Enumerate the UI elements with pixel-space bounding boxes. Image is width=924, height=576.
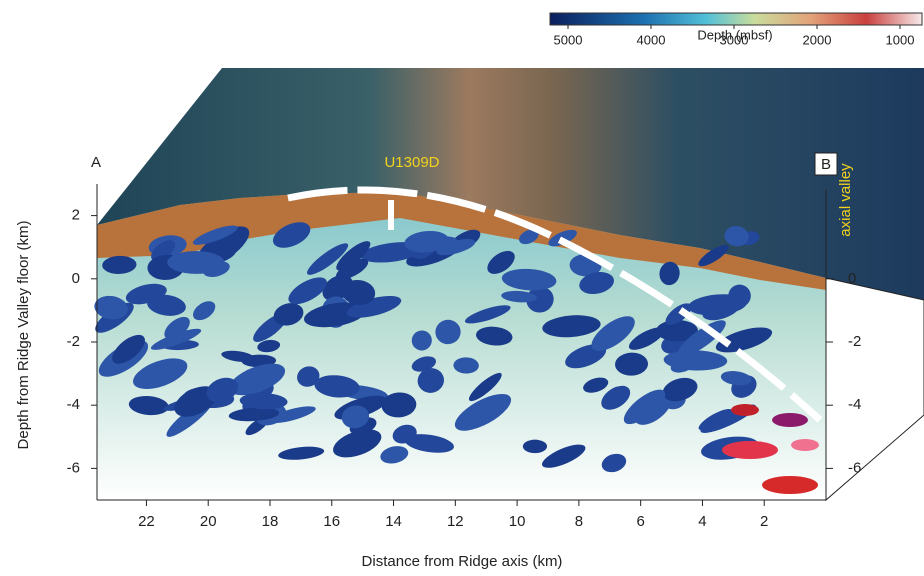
x-tick-label: 22 xyxy=(138,513,155,530)
x-tick-label: 12 xyxy=(447,513,464,530)
colorbar-tick-label: 4000 xyxy=(637,32,666,47)
x-tick-label: 6 xyxy=(636,513,644,530)
x-tick-label: 18 xyxy=(262,513,279,530)
y-tick-label: 0 xyxy=(72,270,80,287)
right-tick-label: -4 xyxy=(848,396,861,413)
x-tick-label: 4 xyxy=(698,513,706,530)
colorbar xyxy=(550,13,922,25)
melt-body xyxy=(791,439,819,451)
y-tick-label: -2 xyxy=(67,333,80,350)
site-label: U1309D xyxy=(384,154,439,171)
block-side xyxy=(826,278,924,500)
right-tick-label: -6 xyxy=(848,459,861,476)
colorbar-tick-label: 1000 xyxy=(886,32,915,47)
x-tick-label: 20 xyxy=(200,513,217,530)
melt-body xyxy=(762,476,818,494)
label-a: A xyxy=(91,154,101,171)
x-tick-label: 8 xyxy=(575,513,583,530)
right-tick-label: -2 xyxy=(848,333,861,350)
x-tick-label: 10 xyxy=(509,513,526,530)
label-b: B xyxy=(821,156,831,173)
x-axis-label: Distance from Ridge axis (km) xyxy=(362,553,563,570)
valley-label: axial valley xyxy=(837,163,854,237)
colorbar-tick-label: 3000 xyxy=(720,32,749,47)
gabbro-body xyxy=(523,440,547,453)
melt-body xyxy=(722,441,778,459)
y-tick-label: -4 xyxy=(67,396,80,413)
x-tick-label: 16 xyxy=(323,513,340,530)
colorbar-tick-label: 5000 xyxy=(554,32,583,47)
y-axis-label: Depth from Ridge Valley floor (km) xyxy=(15,221,32,450)
x-tick-label: 14 xyxy=(385,513,402,530)
colorbar-tick-label: 2000 xyxy=(803,32,832,47)
gabbro-body xyxy=(167,251,224,274)
melt-body xyxy=(772,413,808,427)
melt-body xyxy=(731,404,759,416)
x-tick-label: 2 xyxy=(760,513,768,530)
right-tick-label: 0 xyxy=(848,270,856,287)
y-tick-label: 2 xyxy=(72,207,80,224)
y-tick-label: -6 xyxy=(67,459,80,476)
figure: A B U1309D axial valley Depth (mbsf) Dis… xyxy=(0,0,924,576)
